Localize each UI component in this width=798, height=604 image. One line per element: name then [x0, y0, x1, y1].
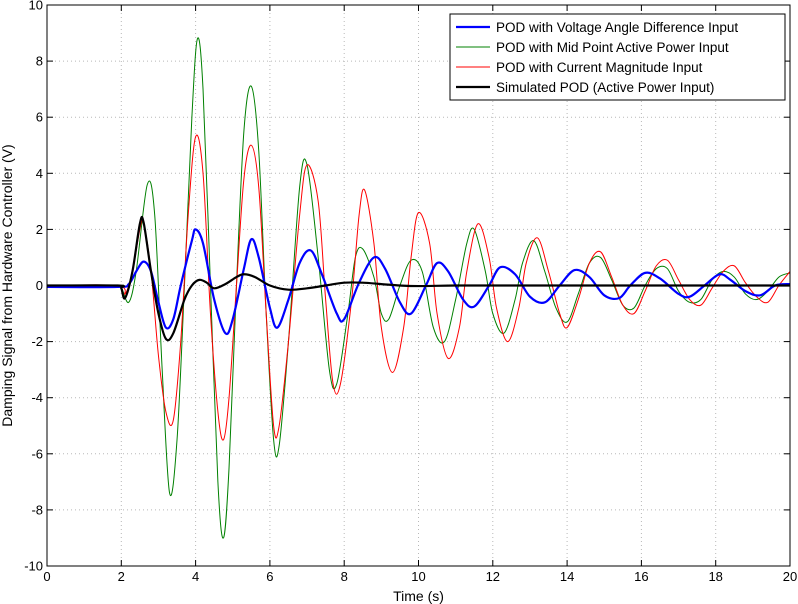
x-tick-label: 20 [783, 569, 797, 584]
y-tick-label: 4 [36, 166, 43, 181]
y-tick-label: 8 [36, 54, 43, 69]
x-tick-label: 10 [411, 569, 425, 584]
x-tick-label: 12 [486, 569, 500, 584]
y-tick-label: -10 [24, 559, 43, 574]
series-line-2 [46, 37, 791, 539]
legend-label-2: POD with Mid Point Active Power Input [496, 40, 729, 55]
legend-label-4: Simulated POD (Active Power Input) [496, 80, 714, 95]
series-line-3 [46, 134, 791, 441]
y-tick-label: -6 [31, 446, 43, 461]
y-tick-label: -2 [31, 334, 43, 349]
series-lines [46, 37, 791, 539]
legend-box [449, 13, 786, 101]
y-tick-label: 6 [36, 110, 43, 125]
x-tick-label: 2 [118, 569, 125, 584]
y-tick-label: -4 [31, 390, 43, 405]
legend-label-3: POD with Current Magnitude Input [496, 60, 703, 75]
x-axis-label: Time (s) [393, 588, 444, 604]
x-tick-label: 14 [560, 569, 574, 584]
y-tick-label: -8 [31, 502, 43, 517]
x-tick-label: 8 [341, 569, 348, 584]
legend: POD with Voltage Angle Difference Input P… [449, 13, 786, 101]
y-tick-label: 2 [36, 222, 43, 237]
x-tick-label: 16 [634, 569, 648, 584]
y-axis-label: Damping Signal from Hardware Controller … [0, 144, 15, 426]
x-tick-label: 4 [192, 569, 199, 584]
x-tick-label: 18 [708, 569, 722, 584]
y-tick-label: 0 [36, 278, 43, 293]
series-line-4 [46, 215, 790, 342]
x-tick-label: 0 [43, 569, 50, 584]
axis-ticks: 0 2 4 6 8 10 12 14 16 18 20 -10 -8 -6 -4 -2 0 2 4 6 8 10 [24, 0, 797, 584]
y-tick-label: 10 [29, 0, 43, 13]
series-line-1 [46, 228, 791, 336]
legend-label-1: POD with Voltage Angle Difference Input [496, 20, 738, 35]
x-tick-label: 6 [266, 569, 273, 584]
